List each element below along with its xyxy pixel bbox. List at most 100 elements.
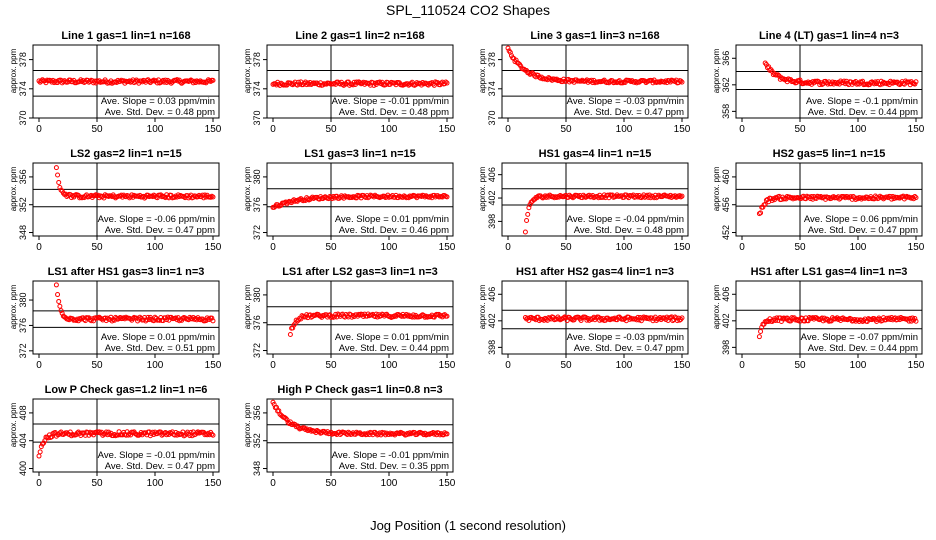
- data-point: [58, 308, 64, 314]
- data-point: [634, 317, 640, 323]
- data-point: [283, 415, 289, 421]
- y-tick-label: 352: [18, 197, 28, 212]
- data-point: [175, 78, 181, 84]
- y-tick-label: 370: [18, 110, 28, 125]
- data-point: [833, 316, 839, 322]
- y-tick-label: 378: [252, 52, 262, 67]
- data-point: [444, 313, 450, 319]
- data-points: [53, 165, 216, 201]
- panel-title: Line 3 gas=1 lin=3 n=168: [530, 30, 659, 42]
- x-tick-label: 100: [381, 242, 398, 253]
- data-point: [67, 192, 73, 198]
- x-tick-label: 50: [325, 360, 337, 371]
- data-point: [912, 316, 918, 322]
- y-tick-label: 370: [252, 110, 262, 125]
- panel-2: Line 2 gas=1 lin=2 n=168 0 50 100 150 370 374 3…: [243, 30, 456, 135]
- stddev-annotation: Ave. Std. Dev. = 0.44 ppm: [339, 343, 449, 354]
- plot-frame: [501, 162, 689, 237]
- panel-title: Line 2 gas=1 lin=2 n=168: [295, 30, 424, 42]
- data-point: [95, 79, 101, 85]
- stddev-annotation: Ave. Std. Dev. = 0.47 ppm: [574, 343, 684, 354]
- x-tick-label: 150: [908, 124, 925, 135]
- x-tick-label: 100: [147, 360, 164, 371]
- data-point: [138, 429, 144, 435]
- y-tick-label: 380: [252, 287, 262, 302]
- data-point: [38, 78, 44, 84]
- data-point: [912, 193, 918, 199]
- data-point: [208, 194, 214, 200]
- stddev-annotation: Ave. Std. Dev. = 0.48 ppm: [339, 107, 449, 118]
- plot-frame: [32, 162, 220, 237]
- panel-3: Line 3 gas=1 lin=3 n=168 0 50 100 150 370 374 3…: [478, 30, 691, 135]
- panel-title: LS2 gas=2 lin=1 n=15: [70, 148, 182, 160]
- x-tick-label: 0: [36, 478, 42, 489]
- data-point: [900, 193, 906, 199]
- slope-annotation: Ave. Slope = -0.04 ppm/min: [567, 214, 684, 225]
- y-tick-label: 356: [18, 169, 28, 184]
- panel-title: LS1 after HS1 gas=3 lin=1 n=3: [48, 266, 205, 278]
- data-point: [589, 194, 595, 200]
- x-tick-label: 100: [147, 124, 164, 135]
- y-tick-label: 380: [18, 293, 28, 308]
- stddev-annotation: Ave. Std. Dev. = 0.44 ppm: [808, 343, 918, 354]
- x-axis-title: Jog Position (1 second resolution): [370, 518, 566, 533]
- panel-5: LS2 gas=2 lin=1 n=15 0 50 100 150 348 352 356ap…: [9, 148, 222, 253]
- data-point: [781, 315, 787, 321]
- panel-10: LS1 after LS2 gas=3 lin=1 n=3 0 50 100 150 37…: [243, 266, 456, 371]
- data-point: [444, 80, 450, 86]
- x-tick-label: 150: [205, 360, 222, 371]
- data-points: [762, 60, 919, 88]
- slope-annotation: Ave. Slope = -0.01 ppm/min: [332, 450, 449, 461]
- plot-frame: [501, 280, 689, 355]
- plot-frame: [735, 162, 923, 237]
- data-point: [773, 318, 779, 324]
- y-tick-label: 372: [18, 343, 28, 358]
- data-point: [842, 195, 848, 201]
- stddev-annotation: Ave. Std. Dev. = 0.44 ppm: [808, 107, 918, 118]
- y-axis-label: approx. ppm: [243, 284, 252, 329]
- x-tick-label: 0: [505, 242, 511, 253]
- panel-6: LS1 gas=3 lin=1 n=15 0 50 100 150 372 376 380ap…: [243, 148, 456, 253]
- data-point: [196, 79, 202, 85]
- data-point: [323, 312, 329, 318]
- panel-title: HS1 after LS1 gas=4 lin=1 n=3: [751, 266, 908, 278]
- data-point: [528, 71, 534, 77]
- x-tick-label: 50: [91, 360, 103, 371]
- y-axis-label: approx. ppm: [243, 402, 252, 447]
- data-points: [36, 429, 216, 459]
- data-point: [65, 192, 71, 198]
- y-tick-label: 374: [252, 81, 262, 96]
- y-tick-label: 374: [487, 81, 497, 96]
- data-point: [176, 194, 182, 200]
- data-point: [841, 194, 847, 200]
- data-point: [913, 79, 919, 85]
- data-point: [304, 312, 310, 318]
- panel-title: Line 1 gas=1 lin=1 n=168: [61, 30, 190, 42]
- x-tick-label: 0: [36, 242, 42, 253]
- stddev-annotation: Ave. Std. Dev. = 0.47 ppm: [105, 461, 215, 472]
- data-point: [913, 195, 919, 201]
- data-point: [422, 194, 428, 200]
- data-points: [522, 192, 685, 235]
- data-point: [165, 314, 171, 320]
- data-point: [638, 318, 644, 324]
- data-point: [785, 76, 791, 82]
- data-points: [505, 45, 685, 86]
- x-tick-label: 100: [616, 124, 633, 135]
- data-point: [53, 165, 59, 171]
- y-tick-label: 370: [487, 110, 497, 125]
- data-point: [444, 194, 450, 200]
- data-point: [210, 318, 216, 324]
- y-tick-label: 400: [18, 461, 28, 476]
- data-point: [302, 79, 308, 85]
- x-tick-label: 0: [36, 124, 42, 135]
- x-tick-label: 0: [270, 360, 276, 371]
- panel-11: HS1 after HS2 gas=4 lin=1 n=3 0 50 100 150 39…: [478, 266, 691, 371]
- x-tick-label: 50: [794, 242, 806, 253]
- data-point: [208, 78, 214, 84]
- data-point: [59, 310, 65, 316]
- data-point: [210, 432, 216, 438]
- stddev-annotation: Ave. Std. Dev. = 0.48 ppm: [574, 225, 684, 236]
- slope-annotation: Ave. Slope = 0.01 ppm/min: [335, 332, 449, 343]
- panel-1: Line 1 gas=1 lin=1 n=168 0 50 100 150 370 374 3…: [9, 30, 222, 135]
